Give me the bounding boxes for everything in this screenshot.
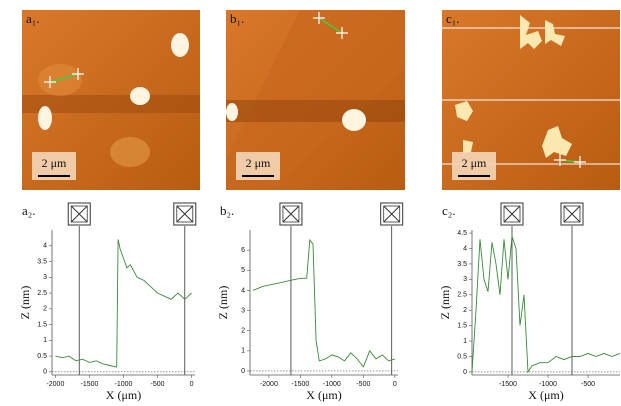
y-axis-label: Z (nm) <box>438 286 452 320</box>
y-tick-label: 0.5 <box>457 353 467 360</box>
x-tick-label: 0 <box>190 381 194 388</box>
y-axis-label: Z (nm) <box>18 286 32 320</box>
cursor-icon <box>282 205 300 223</box>
cursor-icon <box>176 205 194 223</box>
y-tick-label: 1 <box>43 337 47 344</box>
cursor-icon <box>563 205 581 223</box>
afm-image <box>22 10 200 190</box>
x-axis-label: X (μm) <box>106 388 141 402</box>
panel-label: c₁. <box>446 11 460 26</box>
x-tick-label: -1000 <box>115 381 133 388</box>
y-tick-label: 2.5 <box>457 292 467 299</box>
panel-label: b₂. <box>220 203 234 218</box>
scale-bar-label: 2 μm <box>246 156 271 170</box>
y-tick-label: 0 <box>463 369 467 376</box>
x-tick-label: -1500 <box>499 381 517 388</box>
y-tick-label: 0 <box>43 369 47 376</box>
cursor-icon <box>70 205 88 223</box>
x-tick-label: 0 <box>393 381 397 388</box>
y-tick-label: 4 <box>241 287 245 294</box>
x-axis-label: X (μm) <box>306 388 341 402</box>
x-tick-label: -2000 <box>46 381 64 388</box>
y-tick-label: 4 <box>43 243 47 250</box>
y-tick-label: 4 <box>463 245 467 252</box>
data-line <box>471 236 621 374</box>
y-tick-label: 3 <box>241 307 245 314</box>
y-tick-label: 3 <box>43 274 47 281</box>
y-tick-label: 3.5 <box>37 258 47 265</box>
x-tick-label: -1000 <box>539 381 557 388</box>
y-tick-label: 2 <box>463 307 467 314</box>
y-tick-label: 0.5 <box>37 353 47 360</box>
scale-bar-label: 2 μm <box>462 156 487 170</box>
cursor-icon <box>282 205 300 223</box>
panel-label: b₁. <box>230 11 244 26</box>
panel-label: c₂. <box>442 203 456 218</box>
cursor-icon <box>503 205 521 223</box>
y-tick-label: 2 <box>241 328 245 335</box>
y-tick-label: 2.5 <box>37 290 47 297</box>
cursor-icon <box>383 205 401 223</box>
afm-image <box>226 10 405 190</box>
y-tick-label: 4.5 <box>457 230 467 237</box>
y-tick-label: 1.5 <box>457 322 467 329</box>
scale-bar-label: 2 μm <box>42 156 67 170</box>
cursor-icon <box>70 205 88 223</box>
data-line <box>252 238 396 368</box>
y-tick-label: 1 <box>241 348 245 355</box>
x-tick-label: -1000 <box>323 381 341 388</box>
y-axis-label: Z (nm) <box>216 286 230 320</box>
y-tick-label: 5 <box>241 267 245 274</box>
x-tick-label: -500 <box>151 381 165 388</box>
x-tick-label: -1500 <box>291 381 309 388</box>
x-axis-label: X (μm) <box>528 388 563 402</box>
panel-label: a₁. <box>26 11 40 26</box>
y-tick-label: 6 <box>241 247 245 254</box>
y-tick-label: 3.5 <box>457 261 467 268</box>
y-tick-label: 3 <box>463 276 467 283</box>
y-tick-label: 0 <box>241 368 245 375</box>
data-line <box>55 239 192 368</box>
y-tick-label: 1 <box>463 338 467 345</box>
cursor-icon <box>563 205 581 223</box>
panel-label: a₂. <box>22 203 36 218</box>
cursor-icon <box>503 205 521 223</box>
cursor-icon <box>176 205 194 223</box>
x-tick-label: -500 <box>581 381 595 388</box>
x-tick-label: -2000 <box>260 381 278 388</box>
afm-image <box>442 10 620 190</box>
y-tick-label: 2 <box>43 306 47 313</box>
y-tick-label: 1.5 <box>37 321 47 328</box>
x-tick-label: -1500 <box>80 381 98 388</box>
cursor-icon <box>383 205 401 223</box>
x-tick-label: -500 <box>356 381 370 388</box>
